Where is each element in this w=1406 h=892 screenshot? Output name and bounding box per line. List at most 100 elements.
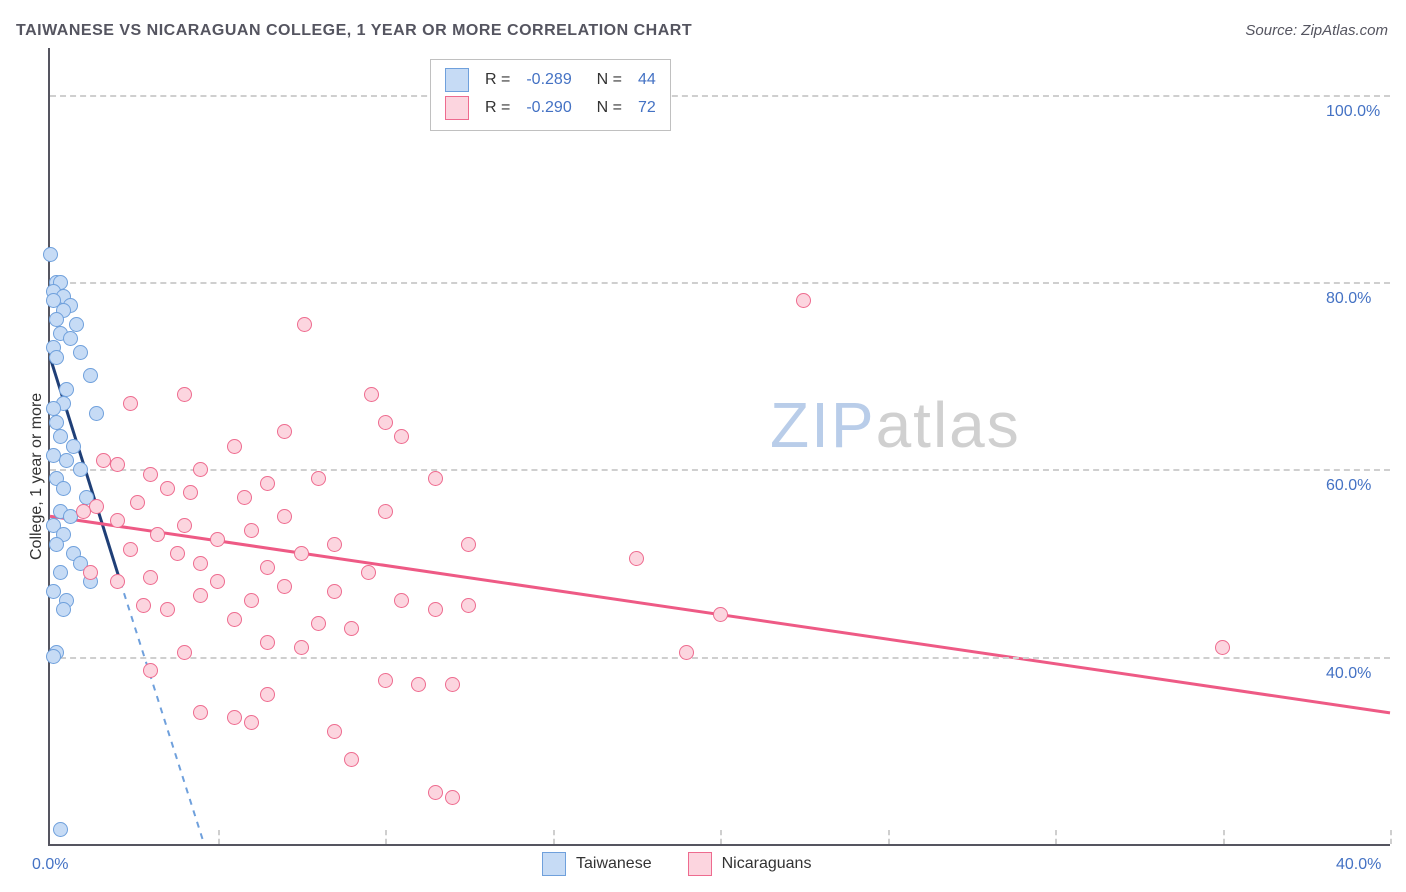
scatter-point (56, 481, 71, 496)
scatter-point (237, 490, 252, 505)
scatter-point (110, 574, 125, 589)
trend-line-extrapolated (120, 582, 204, 844)
scatter-point (49, 537, 64, 552)
scatter-point (378, 504, 393, 519)
legend-series-label: Taiwanese (576, 855, 652, 872)
grid-line-horizontal (50, 657, 1390, 659)
x-tick-mark (218, 830, 220, 844)
y-tick-label: 80.0% (1326, 290, 1371, 308)
scatter-point (76, 504, 91, 519)
plot-area (48, 48, 1390, 846)
x-tick-mark (888, 830, 890, 844)
scatter-point (110, 457, 125, 472)
y-tick-label: 40.0% (1326, 665, 1371, 683)
x-tick-mark (385, 830, 387, 844)
legend-swatch (445, 68, 469, 92)
scatter-point (59, 453, 74, 468)
source-link[interactable]: ZipAtlas.com (1301, 22, 1388, 39)
scatter-point (445, 677, 460, 692)
scatter-point (378, 415, 393, 430)
y-tick-label: 60.0% (1326, 477, 1371, 495)
scatter-point (361, 565, 376, 580)
y-axis-label: College, 1 year or more (28, 393, 46, 560)
legend-stats: R =-0.289 N =44R =-0.290 N =72 (430, 59, 671, 131)
scatter-point (227, 439, 242, 454)
legend-r-label: R = (485, 99, 510, 117)
scatter-point (244, 523, 259, 538)
scatter-point (83, 368, 98, 383)
source-attribution: Source: ZipAtlas.com (1245, 22, 1388, 39)
legend-swatch (445, 96, 469, 120)
scatter-point (66, 439, 81, 454)
scatter-point (461, 598, 476, 613)
scatter-point (1215, 640, 1230, 655)
scatter-point (327, 584, 342, 599)
x-tick-mark (1390, 830, 1392, 844)
scatter-point (143, 467, 158, 482)
scatter-point (130, 495, 145, 510)
scatter-point (136, 598, 151, 613)
scatter-point (53, 822, 68, 837)
chart-title: TAIWANESE VS NICARAGUAN COLLEGE, 1 YEAR … (16, 22, 692, 40)
scatter-point (294, 546, 309, 561)
legend-r-value: -0.290 (526, 99, 571, 117)
legend-series-item: Taiwanese (542, 852, 652, 876)
scatter-point (49, 350, 64, 365)
grid-line-horizontal (50, 282, 1390, 284)
scatter-point (177, 645, 192, 660)
legend-n-value: 44 (638, 71, 656, 89)
scatter-point (177, 387, 192, 402)
scatter-point (461, 537, 476, 552)
scatter-point (170, 546, 185, 561)
scatter-point (378, 673, 393, 688)
scatter-point (96, 453, 111, 468)
scatter-point (227, 710, 242, 725)
scatter-point (713, 607, 728, 622)
scatter-point (63, 331, 78, 346)
scatter-point (177, 518, 192, 533)
scatter-point (311, 471, 326, 486)
legend-stats-row: R =-0.290 N =72 (445, 94, 656, 122)
scatter-point (297, 317, 312, 332)
scatter-point (53, 429, 68, 444)
scatter-point (364, 387, 379, 402)
legend-n-label: N = (588, 99, 622, 117)
x-tick-mark (720, 830, 722, 844)
legend-n-label: N = (588, 71, 622, 89)
scatter-point (160, 481, 175, 496)
scatter-point (445, 790, 460, 805)
scatter-point (260, 687, 275, 702)
scatter-point (73, 462, 88, 477)
legend-swatch (688, 852, 712, 876)
scatter-point (143, 570, 158, 585)
grid-line-horizontal (50, 95, 1390, 97)
legend-series-label: Nicaraguans (722, 855, 812, 872)
scatter-point (629, 551, 644, 566)
scatter-point (428, 785, 443, 800)
grid-line-horizontal (50, 469, 1390, 471)
scatter-point (110, 513, 125, 528)
y-tick-label: 100.0% (1326, 103, 1380, 121)
scatter-point (294, 640, 309, 655)
scatter-point (46, 649, 61, 664)
x-tick-mark (1055, 830, 1057, 844)
scatter-point (327, 537, 342, 552)
legend-stats-row: R = -0.289 N = 44 (445, 66, 656, 94)
source-label: Source: (1245, 22, 1297, 39)
scatter-point (227, 612, 242, 627)
scatter-point (277, 579, 292, 594)
scatter-point (428, 471, 443, 486)
legend-r-label: R = (485, 71, 510, 89)
x-tick-mark (553, 830, 555, 844)
scatter-point (83, 565, 98, 580)
scatter-point (46, 401, 61, 416)
legend-series-item: Nicaraguans (688, 852, 812, 876)
scatter-point (53, 565, 68, 580)
scatter-point (244, 715, 259, 730)
scatter-point (69, 317, 84, 332)
x-tick-mark (1223, 830, 1225, 844)
scatter-point (123, 542, 138, 557)
x-tick-label: 40.0% (1336, 856, 1381, 874)
scatter-point (311, 616, 326, 631)
legend-r-value: -0.289 (526, 71, 571, 89)
